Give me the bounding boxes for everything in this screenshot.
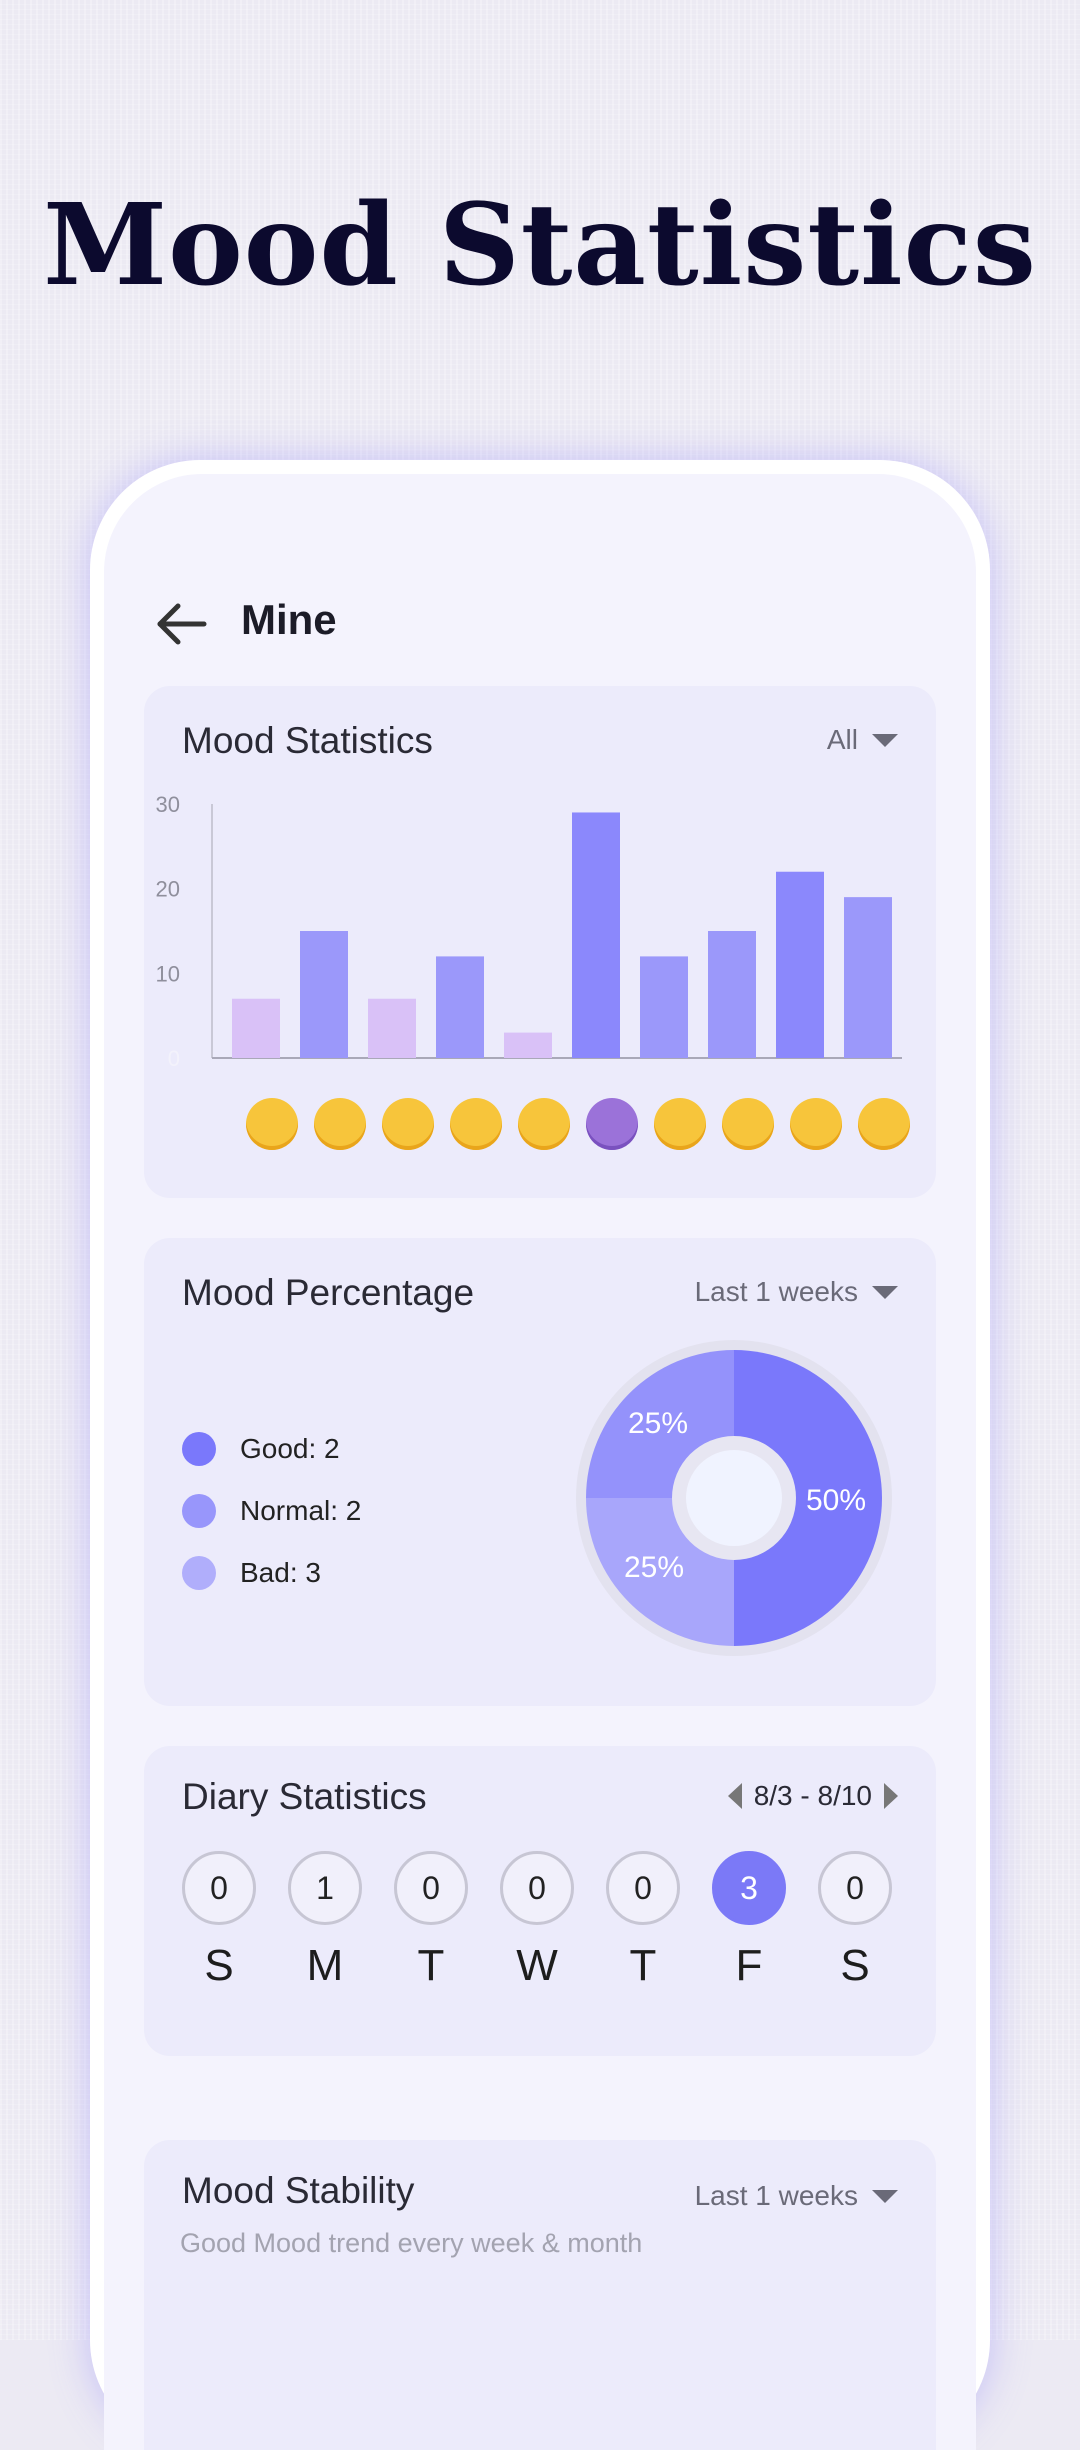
day-cell-selected[interactable]: 3 F — [709, 1851, 789, 1991]
week-row: 0 S 1 M 0 T 0 W 0 T — [179, 1851, 901, 2021]
legend-item: Bad: 3 — [182, 1542, 361, 1604]
card-title: Diary Statistics — [182, 1776, 427, 1817]
grin-emoji-icon — [314, 1098, 366, 1150]
back-arrow-icon[interactable] — [152, 594, 212, 654]
bar-pensive — [232, 998, 280, 1058]
innocent-emoji-icon — [654, 1098, 706, 1150]
confounded-emoji-icon — [518, 1098, 570, 1150]
day-count: 0 — [606, 1851, 680, 1925]
y-tick-label: 10 — [156, 961, 180, 986]
legend-dot — [182, 1556, 216, 1590]
bar-expressionless — [436, 956, 484, 1058]
day-letter: S — [840, 1941, 870, 1990]
mood-stability-card: Mood Stability Last 1 weeks Good Mood tr… — [144, 2140, 936, 2450]
bar-confounded — [504, 1032, 552, 1058]
pie-label-25-bottom: 25% — [624, 1551, 684, 1584]
percentage-filter-dropdown[interactable]: Last 1 weeks — [695, 1276, 898, 1308]
caret-down-icon — [872, 2189, 898, 2203]
day-count: 0 — [394, 1851, 468, 1925]
pie-slice-good — [734, 1350, 882, 1646]
date-range-switcher: 8/3 - 8/10 — [727, 1780, 898, 1812]
y-tick-label: 30 — [156, 792, 180, 817]
legend-item: Normal: 2 — [182, 1480, 361, 1542]
emoji-axis — [232, 1098, 922, 1158]
legend-dot — [182, 1494, 216, 1528]
top-bar: Mine — [104, 584, 976, 664]
mood-statistics-card: Mood Statistics All 0 10 20 30 — [144, 686, 936, 1198]
card-subtitle: Good Mood trend every week & month — [180, 2228, 643, 2258]
bar-grin — [300, 931, 348, 1058]
day-letter: M — [306, 1941, 344, 1990]
legend-dot — [182, 1432, 216, 1466]
dropdown-value: Last 1 weeks — [694, 1276, 858, 1307]
day-cell[interactable]: 0 T — [391, 1851, 471, 1991]
previous-week-icon[interactable] — [727, 1783, 742, 1809]
legend-label: Normal: 2 — [240, 1495, 362, 1526]
phone-screen: Mine Mood Statistics All 0 10 20 30 — [104, 474, 976, 2450]
joy-emoji-icon — [790, 1098, 842, 1150]
day-count: 1 — [288, 1851, 362, 1925]
bar-joy — [776, 871, 824, 1058]
day-cell[interactable]: 0 S — [815, 1851, 895, 1991]
day-cell[interactable]: 0 T — [603, 1851, 683, 1991]
y-tick-label: 0 — [168, 1046, 180, 1071]
day-letter: W — [516, 1941, 558, 1990]
legend-item: Good: 2 — [182, 1418, 361, 1480]
day-cell[interactable]: 0 S — [179, 1851, 259, 1991]
day-count: 0 — [818, 1851, 892, 1925]
page-title: Mine — [241, 596, 337, 643]
sweat-emoji-icon — [382, 1098, 434, 1150]
mood-bar-chart: 0 10 20 30 — [156, 792, 902, 1071]
bar-imp — [572, 812, 620, 1058]
caret-down-icon — [872, 1285, 898, 1299]
day-count: 0 — [182, 1851, 256, 1925]
expressionless-emoji-icon — [450, 1098, 502, 1150]
legend-label: Good: 2 — [240, 1433, 340, 1464]
bar-smiley — [708, 931, 756, 1058]
day-count: 0 — [500, 1851, 574, 1925]
stability-filter-dropdown[interactable]: Last 1 weeks — [695, 2180, 898, 2212]
y-tick-label: 20 — [156, 877, 180, 902]
stats-filter-dropdown[interactable]: All — [827, 724, 898, 756]
dropdown-value: Last 1 weeks — [694, 2180, 858, 2211]
legend-label: Bad: 3 — [240, 1557, 321, 1588]
diary-statistics-card: Diary Statistics 8/3 - 8/10 0 S 1 M 0 T — [144, 1746, 936, 2056]
pensive-emoji-icon — [246, 1098, 298, 1150]
day-letter: T — [417, 1941, 445, 1990]
hero-title: Mood Statistics — [43, 180, 1037, 311]
day-letter: S — [204, 1941, 234, 1990]
kissing-heart-emoji-icon — [858, 1098, 910, 1150]
pie-label-25-top: 25% — [628, 1407, 688, 1440]
caret-down-icon — [872, 733, 898, 747]
card-title: Mood Stability — [182, 2170, 415, 2211]
bar-innocent — [640, 956, 688, 1058]
day-cell[interactable]: 0 W — [497, 1851, 577, 1991]
pie-label-50: 50% — [806, 1484, 866, 1517]
phone-frame: Mine Mood Statistics All 0 10 20 30 — [90, 460, 990, 2450]
bar-sweat — [368, 998, 416, 1058]
mood-legend: Good: 2 Normal: 2 Bad: 3 — [182, 1418, 361, 1604]
date-range-label: 8/3 - 8/10 — [753, 1780, 872, 1811]
next-week-icon[interactable] — [884, 1783, 898, 1809]
smiley-emoji-icon — [722, 1098, 774, 1150]
bar-kissing-heart — [844, 897, 892, 1058]
mood-percentage-card: Mood Percentage Last 1 weeks Good: 2 Nor… — [144, 1238, 936, 1706]
mood-pie-chart: 50% 25% 25% — [576, 1340, 892, 1656]
day-count: 3 — [712, 1851, 786, 1925]
day-letter: T — [629, 1941, 657, 1990]
card-title: Mood Percentage — [182, 1272, 475, 1313]
day-letter: F — [735, 1941, 763, 1990]
day-cell[interactable]: 1 M — [285, 1851, 365, 1991]
card-title: Mood Statistics — [182, 720, 433, 761]
pie-hole — [686, 1450, 782, 1546]
dropdown-value: All — [826, 724, 858, 755]
imp-emoji-icon — [586, 1098, 638, 1150]
